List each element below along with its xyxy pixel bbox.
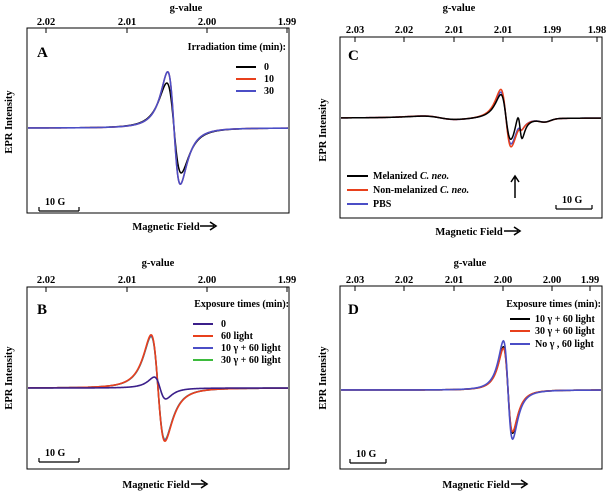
panel-d-legend-title: Exposure times (min): bbox=[506, 299, 601, 310]
panel-d-frame bbox=[339, 285, 603, 470]
panel-a-legend-title: Irradiation time (min): bbox=[188, 42, 286, 53]
panel-c-frame bbox=[339, 36, 603, 219]
panel-c: g-value 2.03 2.02 2.01 2.01 1.99 1.98 C … bbox=[318, 3, 606, 238]
panel-d-tick-label: 2.02 bbox=[395, 275, 413, 286]
panel-b-x-arrow-icon bbox=[191, 479, 209, 489]
panel-b-legend-label: 10 γ + 60 light bbox=[221, 343, 281, 354]
panel-d-legend-label: 30 γ + 60 light bbox=[535, 326, 595, 337]
panel-d-tick-label: 1.99 bbox=[581, 275, 599, 286]
panel-a-g-value-title: g-value bbox=[170, 3, 203, 14]
panel-c-g-value-title: g-value bbox=[443, 3, 476, 14]
panel-a-plot-area bbox=[28, 70, 288, 186]
panel-b-x-axis-label: Magnetic Field bbox=[122, 480, 190, 491]
panel-b-scale-bar: 10 G bbox=[38, 448, 80, 463]
panel-a-legend-label: 30 bbox=[264, 86, 274, 97]
panel-a-legend: 0 10 30 bbox=[236, 62, 274, 97]
panel-a-frame bbox=[26, 27, 290, 214]
panel-b-label: B bbox=[37, 302, 47, 318]
panel-d-top-ticks: 2.03 2.02 2.01 2.00 2.00 1.99 bbox=[346, 275, 599, 291]
panel-c-top-ticks: 2.03 2.02 2.01 2.01 1.99 1.98 bbox=[346, 25, 606, 42]
panel-d-g-value-title: g-value bbox=[454, 258, 487, 269]
panel-a-top-ticks: 2.02 2.01 2.00 1.99 bbox=[37, 17, 296, 33]
panel-a-tick-label: 2.00 bbox=[198, 17, 216, 28]
panel-d-legend-label: No γ , 60 light bbox=[535, 339, 595, 350]
panel-a-tick-label: 1.99 bbox=[278, 17, 296, 28]
panel-c-plot-area bbox=[340, 88, 602, 148]
panel-d-scale-label: 10 G bbox=[356, 449, 377, 460]
panel-a-label: A bbox=[37, 45, 48, 61]
panel-b-legend-label: 0 bbox=[221, 319, 226, 330]
panel-c-tick-label: 2.01 bbox=[494, 25, 512, 36]
panel-d-scale-bar: 10 G bbox=[349, 449, 387, 464]
panel-b-frame bbox=[26, 286, 290, 470]
panel-c-legend-label: Non-melanized C. neo. bbox=[373, 185, 469, 196]
panel-c-annotation-arrow-icon bbox=[510, 174, 520, 198]
panel-c-tick-label: 2.03 bbox=[346, 25, 364, 36]
panel-d: g-value 2.03 2.02 2.01 2.00 2.00 1.99 D … bbox=[318, 258, 603, 491]
panel-b-legend-label: 60 light bbox=[221, 331, 254, 342]
panel-a-legend-label: 0 bbox=[264, 62, 269, 73]
panel-b-tick-label: 1.99 bbox=[278, 275, 296, 286]
panel-c-legend-label: Melanized C. neo. bbox=[373, 171, 449, 182]
panel-d-x-arrow-icon bbox=[511, 479, 529, 489]
panel-b-legend: 0 60 light 10 γ + 60 light 30 γ + 60 lig… bbox=[193, 319, 281, 366]
panel-d-tick-label: 2.00 bbox=[494, 275, 512, 286]
panel-c-x-arrow-icon bbox=[504, 226, 522, 236]
panel-c-y-axis-label: EPR Intensity bbox=[318, 98, 329, 162]
panel-a-series-line bbox=[28, 70, 288, 186]
panel-c-legend-label: PBS bbox=[373, 199, 392, 210]
panel-d-series-line bbox=[341, 339, 602, 441]
panel-b-y-axis-label: EPR Intensity bbox=[4, 346, 15, 410]
panel-c-scale-label: 10 G bbox=[562, 195, 583, 206]
panel-b-plot-area bbox=[27, 333, 289, 443]
panel-b-top-ticks: 2.02 2.01 2.00 1.99 bbox=[37, 275, 296, 292]
panel-c-tick-label: 2.02 bbox=[395, 25, 413, 36]
panel-b: g-value 2.02 2.01 2.00 1.99 B Exposure t… bbox=[4, 258, 296, 491]
panel-a-x-axis-label: Magnetic Field bbox=[132, 222, 200, 233]
panel-b-scale-label: 10 G bbox=[45, 448, 66, 459]
panel-a-scale-bar: 10 G bbox=[38, 197, 80, 212]
panel-a-legend-label: 10 bbox=[264, 74, 274, 85]
panel-d-tick-label: 2.01 bbox=[445, 275, 463, 286]
panel-b-g-value-title: g-value bbox=[142, 258, 175, 269]
panel-d-plot-area bbox=[341, 339, 602, 441]
panel-c-scale-bar: 10 G bbox=[555, 195, 593, 210]
panel-c-x-axis-label: Magnetic Field bbox=[435, 227, 503, 238]
panel-c-tick-label: 2.01 bbox=[445, 25, 463, 36]
panel-c-tick-label: 1.98 bbox=[588, 25, 606, 36]
panel-b-series-line bbox=[28, 376, 288, 400]
panel-c-legend: Melanized C. neo. Non-melanized C. neo. … bbox=[347, 171, 469, 210]
panel-d-legend-label: 10 γ + 60 light bbox=[535, 314, 595, 325]
panel-d-legend: 10 γ + 60 light 30 γ + 60 light No γ , 6… bbox=[510, 314, 595, 350]
panel-d-tick-label: 2.03 bbox=[346, 275, 364, 286]
panel-a: g-value 2.02 2.01 2.00 1.99 A Irradiatio… bbox=[4, 3, 296, 233]
panel-c-tick-label: 1.99 bbox=[543, 25, 561, 36]
panel-a-tick-label: 2.01 bbox=[118, 17, 136, 28]
panel-b-legend-title: Exposure times (min): bbox=[194, 299, 289, 310]
panel-b-tick-label: 2.02 bbox=[37, 275, 55, 286]
panel-d-y-axis-label: EPR Intensity bbox=[318, 346, 329, 410]
panel-a-tick-label: 2.02 bbox=[37, 17, 55, 28]
panel-d-label: D bbox=[348, 302, 359, 318]
panel-d-x-axis-label: Magnetic Field bbox=[442, 480, 510, 491]
panel-b-tick-label: 2.00 bbox=[198, 275, 216, 286]
panel-c-series-line bbox=[341, 93, 601, 141]
panel-a-y-axis-label: EPR Intensity bbox=[4, 90, 15, 154]
panel-d-tick-label: 2.00 bbox=[543, 275, 561, 286]
panel-b-tick-label: 2.01 bbox=[118, 275, 136, 286]
panel-b-legend-label: 30 γ + 60 light bbox=[221, 355, 281, 366]
panel-a-scale-label: 10 G bbox=[45, 197, 66, 208]
panel-c-label: C bbox=[348, 48, 359, 64]
panel-a-x-arrow-icon bbox=[200, 221, 218, 231]
